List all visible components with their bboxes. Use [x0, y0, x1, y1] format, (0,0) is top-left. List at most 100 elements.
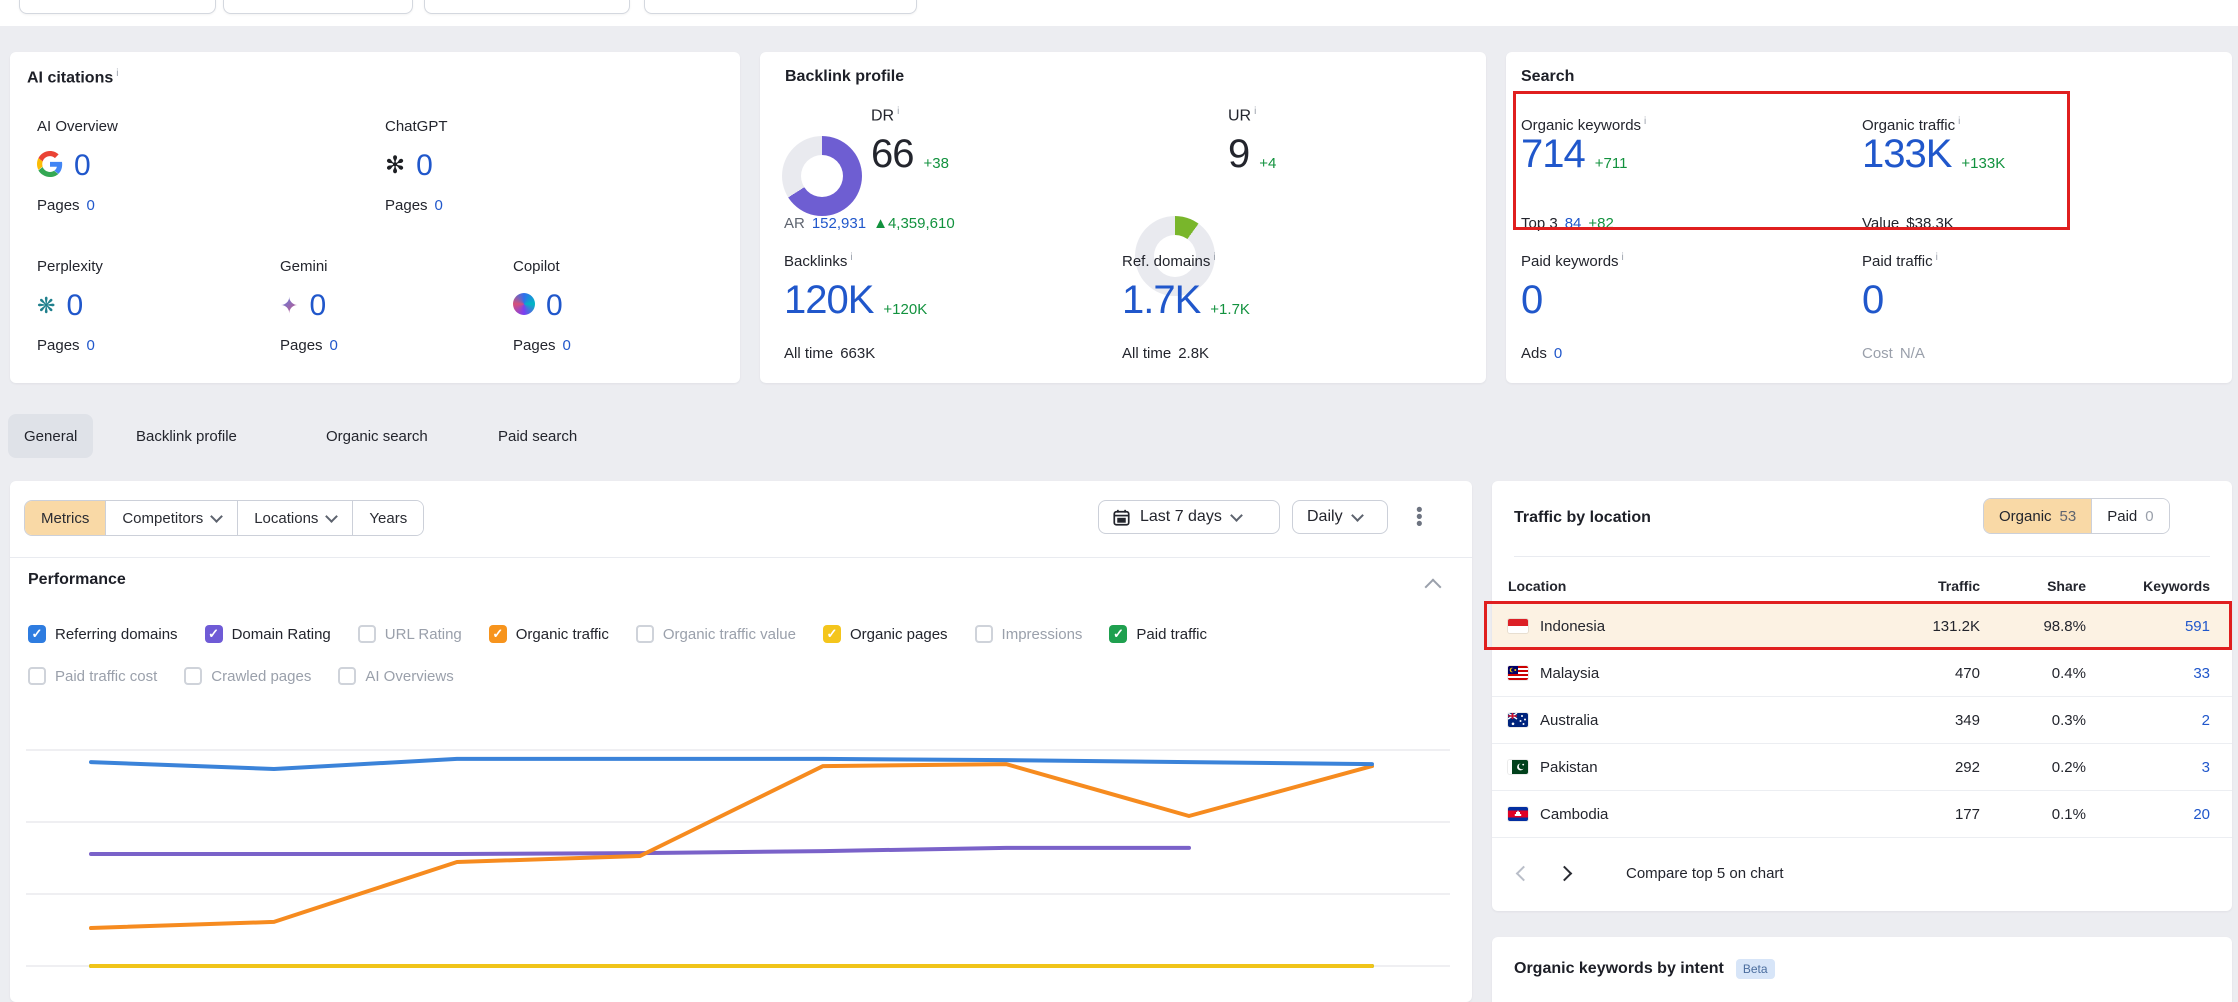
metric-checkbox-url-rating[interactable]: URL Rating [357, 625, 462, 643]
info-icon[interactable]: i [897, 106, 900, 117]
location-row-pakistan[interactable]: Pakistan 292 0.2% 3 [1492, 744, 2232, 791]
engine-name: Copilot [513, 258, 560, 275]
ar-value[interactable]: 152,931 [811, 215, 867, 232]
location-name: Indonesia [1540, 617, 1606, 635]
engine-citations-value[interactable]: 0 [74, 149, 91, 182]
backlink-profile-title: Backlink profile [785, 68, 905, 85]
location-row-australia[interactable]: Australia 349 0.3% 2 [1492, 697, 2232, 744]
toolbar-box[interactable] [223, 0, 413, 14]
toolbar-box[interactable] [19, 0, 216, 14]
location-keywords-link[interactable]: 33 [2193, 664, 2210, 682]
intent-card: Organic keywords by intent Beta [1492, 937, 2232, 1002]
column-header-traffic[interactable]: Traffic [1937, 578, 1980, 594]
segment-locations[interactable]: Locations [238, 501, 354, 535]
granularity-button[interactable]: Daily [1292, 500, 1388, 534]
info-icon[interactable]: i [1621, 252, 1624, 263]
metric-checkbox-organic-traffic[interactable]: ✓ Organic traffic [488, 625, 609, 643]
tab-general[interactable]: General [8, 414, 94, 458]
toggle-paid[interactable]: Paid 0 [2091, 499, 2169, 533]
tab-organic-search[interactable]: Organic search [326, 427, 428, 445]
organic-keywords-value[interactable]: 714 [1521, 132, 1586, 176]
toggle-organic[interactable]: Organic 53 [1984, 499, 2092, 533]
compare-top5-label[interactable]: Compare top 5 on chart [1626, 865, 1784, 882]
organic-traffic-value[interactable]: 133K [1862, 132, 1952, 176]
metric-checkbox-paid-traffic[interactable]: ✓ Paid traffic [1109, 625, 1207, 643]
info-icon[interactable]: i [1213, 252, 1216, 263]
toolbar-box[interactable] [644, 0, 917, 14]
engine-citations-value[interactable]: 0 [416, 149, 433, 182]
engine-citations-value[interactable]: 0 [546, 289, 563, 322]
metric-checkbox-referring-domains[interactable]: ✓ Referring domains [28, 625, 178, 643]
metric-checkbox-label: Paid traffic [1136, 625, 1207, 643]
toolbar-box[interactable] [424, 0, 630, 14]
pages-label: Pages [37, 337, 80, 354]
metric-checkbox-ai-overviews[interactable]: AI Overviews [338, 667, 454, 685]
tab-backlink-profile[interactable]: Backlink profile [136, 427, 237, 445]
tab-paid-search[interactable]: Paid search [498, 427, 578, 445]
engine-citations-value[interactable]: 0 [309, 289, 327, 322]
location-row-cambodia[interactable]: Cambodia 177 0.1% 20 [1492, 791, 2232, 838]
segment-metrics[interactable]: Metrics [25, 501, 107, 535]
pages-value[interactable]: 0 [562, 337, 571, 354]
toggle-organic-label: Organic [1999, 507, 2052, 525]
segment-years[interactable]: Years [353, 501, 424, 535]
overview-panel: Metrics Competitors Locations Years Last 7 … [10, 481, 1472, 1002]
location-traffic: 292 [1954, 758, 1980, 776]
paid-keywords-value: 0 [1521, 278, 1543, 322]
info-icon[interactable]: i [116, 68, 119, 79]
info-icon[interactable]: i [850, 252, 853, 263]
metric-checkbox-label: Organic traffic [515, 625, 609, 643]
date-range-button[interactable]: Last 7 days [1098, 500, 1280, 534]
engine-name: ChatGPT [385, 118, 448, 135]
metric-checkbox-crawled-pages[interactable]: Crawled pages [184, 667, 311, 685]
pages-value[interactable]: 0 [86, 337, 95, 354]
metric-checkbox-impressions[interactable]: Impressions [974, 625, 1082, 643]
info-icon[interactable]: i [1958, 116, 1961, 127]
info-icon[interactable]: i [1644, 116, 1647, 127]
cost-label: Cost [1862, 345, 1893, 362]
pages-value[interactable]: 0 [434, 197, 443, 214]
location-pagination: Compare top 5 on chart [1515, 865, 1784, 882]
date-range-label: Last 7 days [1140, 508, 1222, 525]
column-header-share[interactable]: Share [2047, 578, 2086, 594]
series-organic-traffic [89, 762, 1374, 930]
ads-value[interactable]: 0 [1553, 345, 1563, 362]
column-header-location[interactable]: Location [1508, 578, 1567, 594]
location-keywords-link[interactable]: 591 [2184, 617, 2210, 635]
location-keywords-link[interactable]: 3 [2201, 758, 2210, 776]
info-icon[interactable]: i [1935, 252, 1938, 263]
page-prev-icon[interactable] [1515, 865, 1532, 882]
view-segmented-control: Metrics Competitors Locations Years [24, 500, 425, 536]
location-share: 0.1% [2051, 805, 2086, 823]
kebab-menu-icon[interactable]: • • • [1416, 500, 1423, 535]
organic-keywords-label: Organic keywords [1521, 117, 1642, 134]
ref-domains-value[interactable]: 1.7K [1122, 278, 1201, 322]
chevron-down-icon [1350, 508, 1364, 522]
location-name: Australia [1540, 711, 1599, 729]
pages-value[interactable]: 0 [329, 337, 338, 354]
metric-checkbox-paid-traffic-cost[interactable]: Paid traffic cost [28, 667, 157, 685]
location-row-indonesia[interactable]: Indonesia 131.2K 98.8% 591 [1492, 603, 2232, 650]
column-header-keywords[interactable]: Keywords [2143, 578, 2210, 594]
backlinks-value[interactable]: 120K [784, 278, 874, 322]
metric-checkbox-domain-rating[interactable]: ✓ Domain Rating [204, 625, 331, 643]
checkbox-checked-icon: ✓ [28, 625, 46, 643]
collapse-chevron-icon[interactable] [1424, 578, 1442, 596]
engine-citations-value[interactable]: 0 [66, 289, 84, 322]
metric-checkbox-organic-traffic-value[interactable]: Organic traffic value [635, 625, 796, 643]
metric-checkbox-organic-pages[interactable]: ✓ Organic pages [822, 625, 948, 643]
top3-value[interactable]: 84 [1564, 215, 1582, 232]
page-next-icon[interactable] [1556, 865, 1573, 882]
pages-value[interactable]: 0 [86, 197, 95, 214]
location-keywords-link[interactable]: 2 [2201, 711, 2210, 729]
metric-checkbox-row-1: ✓ Referring domains ✓ Domain Rating URL Rati… [28, 625, 1207, 643]
segment-competitors[interactable]: Competitors [106, 501, 239, 535]
location-share: 0.2% [2051, 758, 2086, 776]
engine-name: Gemini [280, 258, 328, 275]
checkbox-checked-icon: ✓ [204, 625, 223, 643]
checkbox-unchecked-icon [357, 625, 376, 643]
checkbox-unchecked-icon [338, 667, 357, 685]
location-row-malaysia[interactable]: Malaysia 470 0.4% 33 [1492, 650, 2232, 697]
info-icon[interactable]: i [1254, 106, 1257, 117]
location-keywords-link[interactable]: 20 [2193, 805, 2210, 823]
